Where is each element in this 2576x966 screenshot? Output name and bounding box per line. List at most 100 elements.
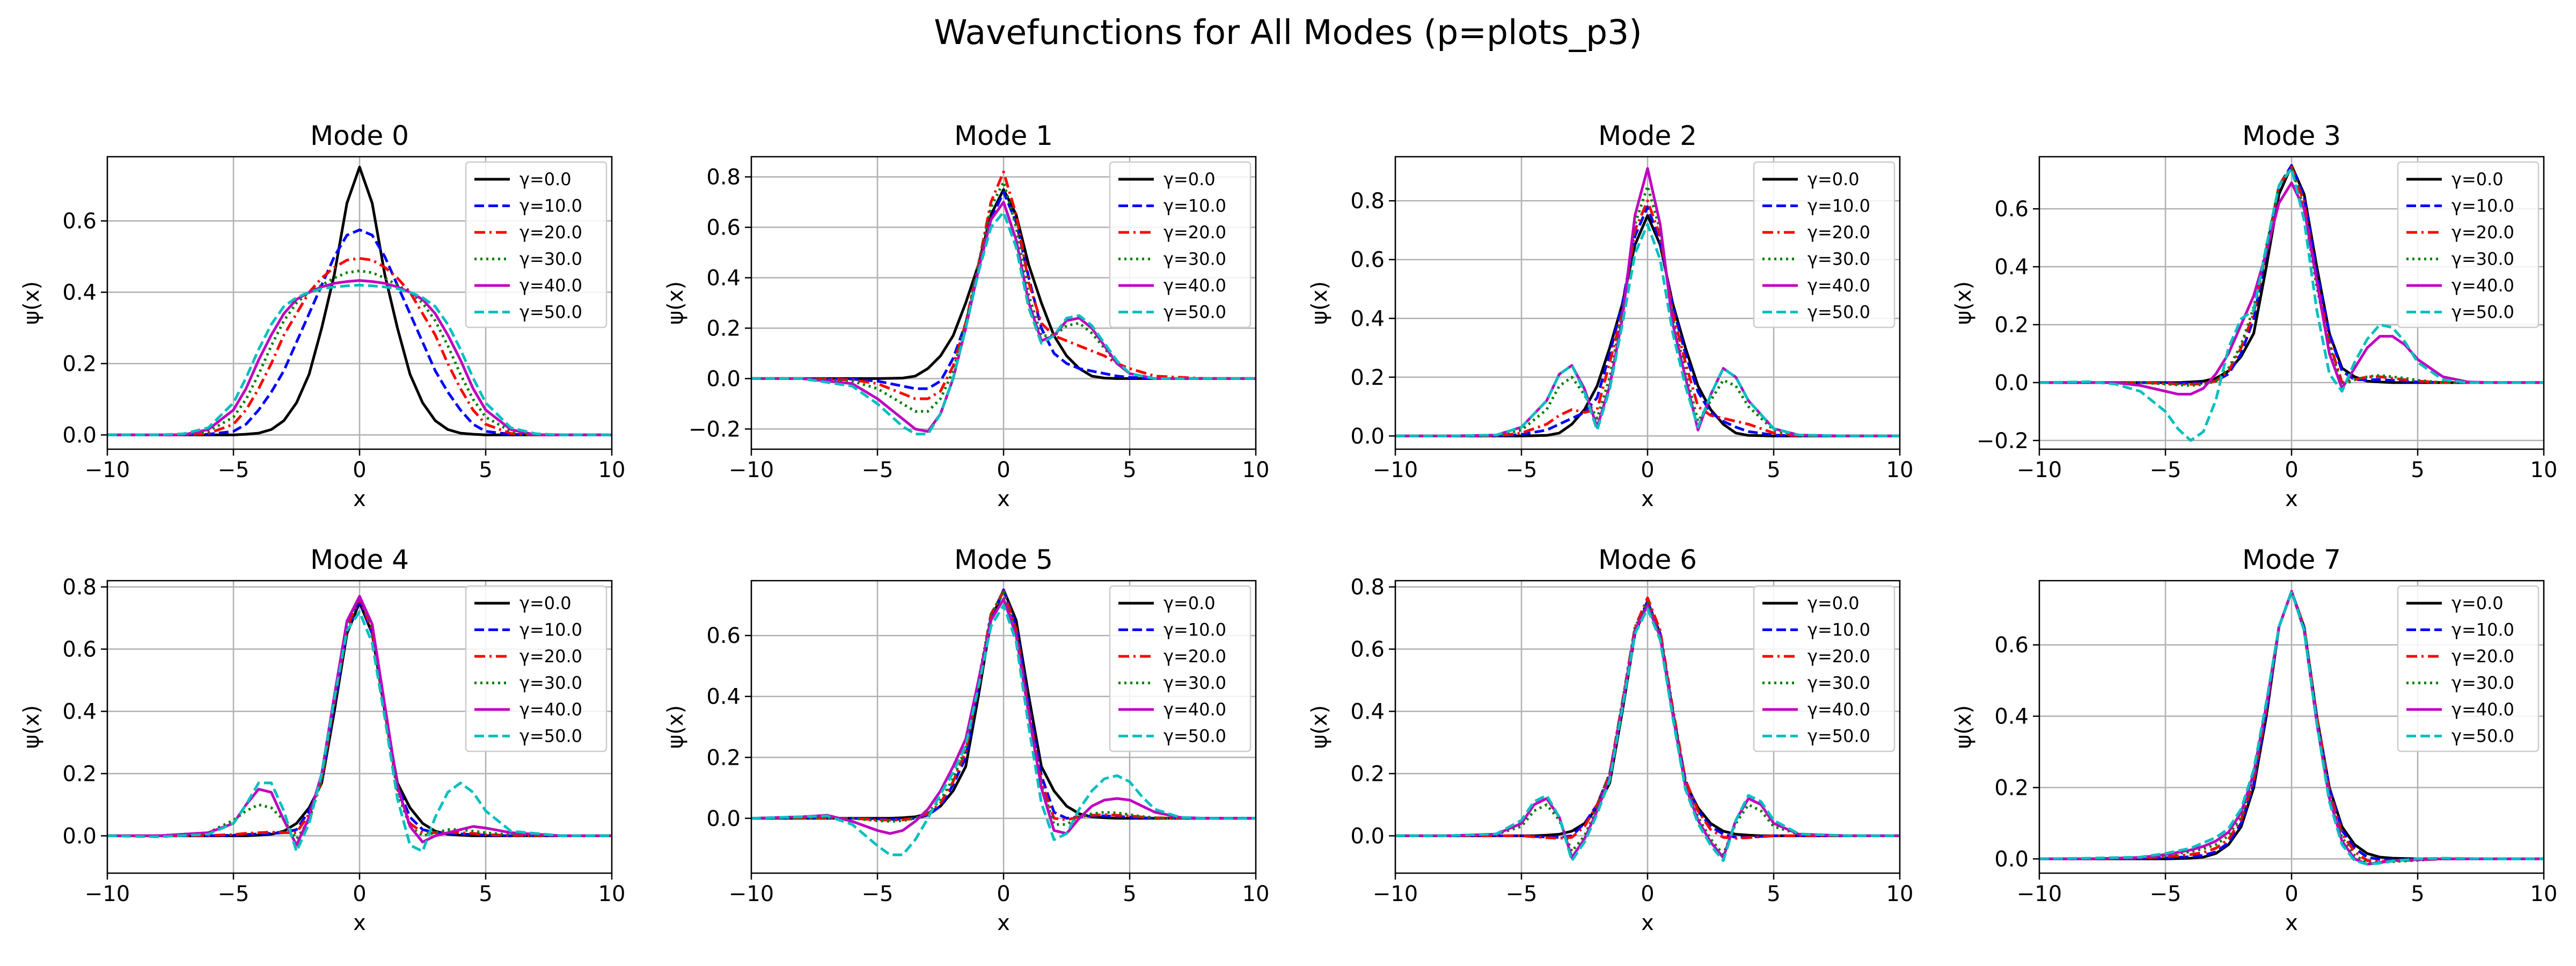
legend-entry-label: γ=0.0: [2451, 593, 2504, 613]
legend-entry-label: γ=0.0: [1807, 593, 1860, 613]
x-tick-label: −5: [218, 458, 250, 482]
y-tick-label: 0.8: [1350, 575, 1385, 600]
x-tick-label: 0: [997, 458, 1010, 482]
subplot-mode-7: −10 −5 0 5 10 0.0 0.2 0.4 0.6 Mode 7 x ψ(x) γ=0.0 γ=1…: [1951, 544, 2557, 935]
y-axis-label: ψ(x): [19, 281, 44, 325]
x-tick-label: 10: [2530, 882, 2558, 906]
y-tick-label: 0.2: [1350, 365, 1385, 390]
y-tick-label: 0.6: [62, 638, 97, 662]
series-line-gamma-5: [751, 210, 1256, 436]
x-tick-label: 10: [1242, 458, 1270, 482]
series-line-gamma-5: [2039, 167, 2544, 442]
x-tick-label: 10: [598, 458, 626, 482]
y-tick-label: 0.0: [1994, 847, 2029, 872]
y-tick-label: −0.2: [1977, 429, 2029, 453]
y-tick-label: 0.6: [1350, 248, 1385, 273]
x-tick-label: 0: [353, 882, 366, 906]
x-tick-label: −5: [2150, 882, 2182, 906]
legend-entry-label: γ=10.0: [2451, 620, 2514, 640]
series-line-gamma-2: [2039, 165, 2544, 386]
series-line-gamma-2: [1395, 199, 1900, 437]
subplot-title: Mode 0: [310, 120, 409, 151]
subplot-mode-0: −10 −5 0 5 10 0.0 0.2 0.4 0.6 Mode 0 x ψ(x) γ=0.0 γ=1…: [19, 120, 625, 511]
y-tick-label: 0.4: [62, 281, 97, 305]
series-line-gamma-3: [1395, 601, 1900, 856]
legend-entry-label: γ=10.0: [1807, 620, 1870, 640]
series-line-gamma-4: [2039, 181, 2544, 396]
series-line-gamma-5: [107, 283, 612, 436]
y-axis-label: ψ(x): [1307, 705, 1332, 749]
legend-entry-label: γ=10.0: [1807, 196, 1870, 216]
subplot-title: Mode 6: [1598, 544, 1697, 575]
series-line-gamma-5: [2039, 590, 2544, 866]
x-axis-label: x: [997, 911, 1010, 935]
y-tick-label: 0.4: [1350, 700, 1385, 724]
legend-entry-label: γ=0.0: [519, 169, 572, 189]
x-tick-label: 10: [598, 882, 626, 906]
x-tick-label: 10: [1886, 882, 1914, 906]
legend-entry-label: γ=40.0: [2451, 699, 2514, 720]
subplot-mode-4: −10 −5 0 5 10 0.0 0.2 0.4 0.6 0.8 Mode 4 x ψ(x) γ=0.0…: [19, 544, 625, 935]
x-tick-label: −10: [729, 882, 774, 906]
legend: γ=0.0 γ=10.0 γ=20.0 γ=30.0 γ=40.0 γ=50.0: [465, 161, 608, 328]
y-tick-label: 0.6: [1994, 633, 2029, 658]
x-tick-label: 5: [2411, 882, 2424, 906]
y-tick-label: 0.6: [1994, 197, 2029, 222]
legend-entry-label: γ=50.0: [1807, 726, 1870, 747]
x-axis-label: x: [1641, 911, 1654, 935]
y-tick-label: 0.0: [1994, 371, 2029, 396]
x-tick-label: −10: [1373, 458, 1418, 482]
legend-entry-label: γ=0.0: [1163, 169, 1216, 189]
subplot-title: Mode 4: [310, 544, 409, 575]
legend-entry-label: γ=10.0: [2451, 196, 2514, 216]
x-tick-label: 0: [2285, 458, 2298, 482]
y-tick-label: 0.4: [706, 685, 741, 709]
legend: γ=0.0 γ=10.0 γ=20.0 γ=30.0 γ=40.0 γ=50.0: [465, 585, 608, 752]
x-tick-label: 5: [479, 882, 492, 906]
y-tick-label: 0.0: [706, 367, 741, 391]
x-tick-label: 5: [1767, 882, 1780, 906]
legend-entry-label: γ=40.0: [1807, 275, 1870, 296]
series-line-gamma-5: [107, 610, 612, 853]
x-tick-label: 5: [1123, 458, 1136, 482]
legend-entry-label: γ=40.0: [2451, 275, 2514, 296]
x-tick-label: 10: [1242, 882, 1270, 906]
legend: γ=0.0 γ=10.0 γ=20.0 γ=30.0 γ=40.0 γ=50.0: [1109, 585, 1252, 752]
x-tick-label: 0: [353, 458, 366, 482]
legend-entry-label: γ=30.0: [1807, 673, 1870, 693]
figure-title: Wavefunctions for All Modes (p=plots_p3): [934, 13, 1642, 52]
legend-entry-label: γ=20.0: [1807, 222, 1870, 243]
subplot-title: Mode 7: [2242, 544, 2341, 575]
legend-entry-label: γ=10.0: [519, 620, 582, 640]
series-line-gamma-2: [1395, 596, 1900, 840]
x-tick-label: −10: [2017, 458, 2062, 482]
x-tick-label: −5: [862, 882, 894, 906]
y-tick-label: 0.2: [62, 762, 97, 786]
x-tick-label: −10: [85, 458, 130, 482]
subplot-mode-1: −10 −5 0 5 10 −0.2 0.0 0.2 0.4 0.6 0.8 Mode 1 x ψ(x) γ…: [663, 120, 1269, 511]
series-line-gamma-3: [1395, 185, 1900, 437]
x-tick-label: −5: [2150, 458, 2182, 482]
legend: γ=0.0 γ=10.0 γ=20.0 γ=30.0 γ=40.0 γ=50.0: [2397, 585, 2540, 752]
y-axis-label: ψ(x): [19, 705, 44, 749]
legend-entry-label: γ=50.0: [2451, 726, 2514, 747]
series-line-gamma-3: [107, 595, 612, 840]
subplot-title: Mode 2: [1598, 120, 1697, 151]
subplot-title: Mode 5: [954, 544, 1053, 575]
legend-entry-label: γ=30.0: [519, 673, 582, 693]
legend-entry-label: γ=50.0: [1163, 302, 1226, 323]
series-line-gamma-5: [751, 603, 1256, 857]
legend-entry-label: γ=50.0: [519, 302, 582, 323]
legend-entry-label: γ=30.0: [1807, 249, 1870, 269]
legend-entry-label: γ=30.0: [1163, 249, 1226, 269]
y-tick-label: 0.8: [62, 575, 97, 600]
x-axis-label: x: [353, 911, 366, 935]
y-tick-label: 0.0: [1350, 824, 1385, 848]
legend-entry-label: γ=40.0: [1163, 275, 1226, 296]
y-tick-label: 0.4: [706, 266, 741, 291]
y-tick-label: 0.6: [706, 624, 741, 648]
y-tick-label: 0.2: [706, 745, 741, 770]
series-line-gamma-4: [1395, 167, 1900, 437]
legend: γ=0.0 γ=10.0 γ=20.0 γ=30.0 γ=40.0 γ=50.0: [1753, 161, 1896, 328]
x-tick-label: 0: [2285, 882, 2298, 906]
